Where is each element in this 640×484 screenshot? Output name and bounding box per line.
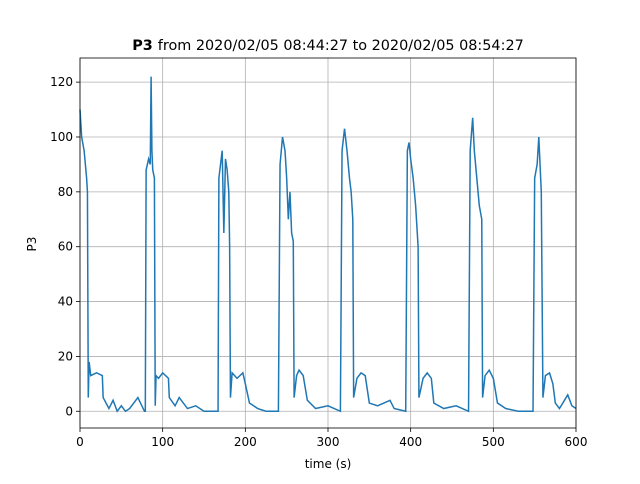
x-tick-label: 600 — [565, 435, 588, 449]
y-tick-label: 0 — [65, 404, 73, 418]
y-tick-label: 100 — [50, 130, 73, 144]
plot-frame — [79, 57, 577, 429]
x-tick-label: 0 — [76, 435, 84, 449]
title-bold: P3 — [132, 38, 153, 54]
y-tick-label: 40 — [58, 295, 73, 309]
y-tick-label: 120 — [50, 75, 73, 89]
x-tick-label: 400 — [399, 435, 422, 449]
x-tick-label: 200 — [234, 435, 257, 449]
x-tick-label: 500 — [482, 435, 505, 449]
chart-title: P3 from 2020/02/05 08:44:27 to 2020/02/05… — [132, 38, 524, 54]
y-tick-label: 60 — [58, 240, 73, 254]
x-tick-label: 100 — [151, 435, 174, 449]
title-rest: from 2020/02/05 08:44:27 to 2020/02/05 0… — [158, 38, 524, 54]
y-tick-label: 20 — [58, 349, 73, 363]
data-line — [79, 76, 577, 413]
y-tick-label: 80 — [58, 185, 73, 199]
x-axis-label: time (s) — [305, 457, 352, 471]
y-axis-label: P3 — [25, 237, 39, 252]
x-tick-label: 300 — [317, 435, 340, 449]
